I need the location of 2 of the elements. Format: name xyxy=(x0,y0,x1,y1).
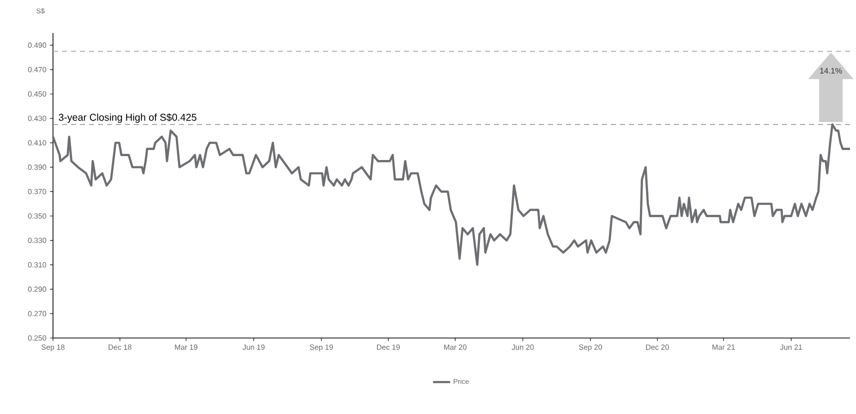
ref-line-label: 3-year Closing High of S$0.425 xyxy=(58,113,196,123)
line-series xyxy=(52,123,852,266)
